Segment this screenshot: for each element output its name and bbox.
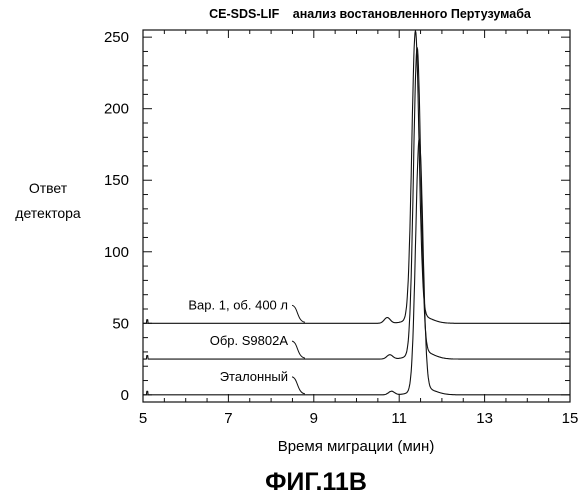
y-tick-label: 0 xyxy=(121,387,129,404)
chart-title-rest: анализ востановленного Пертузумаба xyxy=(293,7,532,21)
y-tick-label: 200 xyxy=(104,101,129,118)
y-axis-ticks: 0 50 100 150 200 250 xyxy=(104,29,570,404)
series-label-1: Вар. 1, об. 400 л xyxy=(188,297,288,312)
traces xyxy=(143,31,570,395)
x-tick-label: 9 xyxy=(310,410,318,427)
x-tick-label: 7 xyxy=(224,410,232,427)
x-axis-ticks: 5 7 9 11 13 15 xyxy=(139,30,579,427)
x-tick-label: 15 xyxy=(562,410,579,427)
x-tick-label: 5 xyxy=(139,410,147,427)
trace-line-2 xyxy=(143,48,570,360)
y-tick-label: 250 xyxy=(104,29,129,46)
x-tick-label: 13 xyxy=(476,410,493,427)
y-tick-label: 150 xyxy=(104,172,129,189)
trace-line-1 xyxy=(143,31,570,324)
x-tick-label: 11 xyxy=(391,410,407,427)
trace-line-3 xyxy=(143,139,570,395)
series-label-leader-1 xyxy=(292,305,305,322)
series-label-2: Обр. S9802A xyxy=(210,333,289,348)
series-label-leader-3 xyxy=(292,377,305,394)
y-axis-label-line1: Ответ xyxy=(29,180,68,196)
series-label-leader-2 xyxy=(292,341,305,358)
plot-frame xyxy=(143,30,570,402)
x-axis-label: Время миграции (мин) xyxy=(278,438,435,455)
figure-caption: ФИГ.11В xyxy=(265,468,367,496)
plot-area: 5 7 9 11 13 15 0 50 100 150 200 250 Вар. 1, об. 40… xyxy=(104,29,578,427)
chart-title-bold: CE-SDS-LIF xyxy=(209,7,280,21)
series-labels: Вар. 1, об. 400 л Обр. S9802A Эталонный xyxy=(188,297,305,394)
y-tick-label: 100 xyxy=(104,244,129,261)
y-tick-label: 50 xyxy=(112,315,129,332)
chart-title: CE-SDS-LIF анализ востановленного Пертуз… xyxy=(209,7,532,21)
y-axis-label-line2: детектора xyxy=(15,205,81,221)
series-label-3: Эталонный xyxy=(220,369,288,384)
